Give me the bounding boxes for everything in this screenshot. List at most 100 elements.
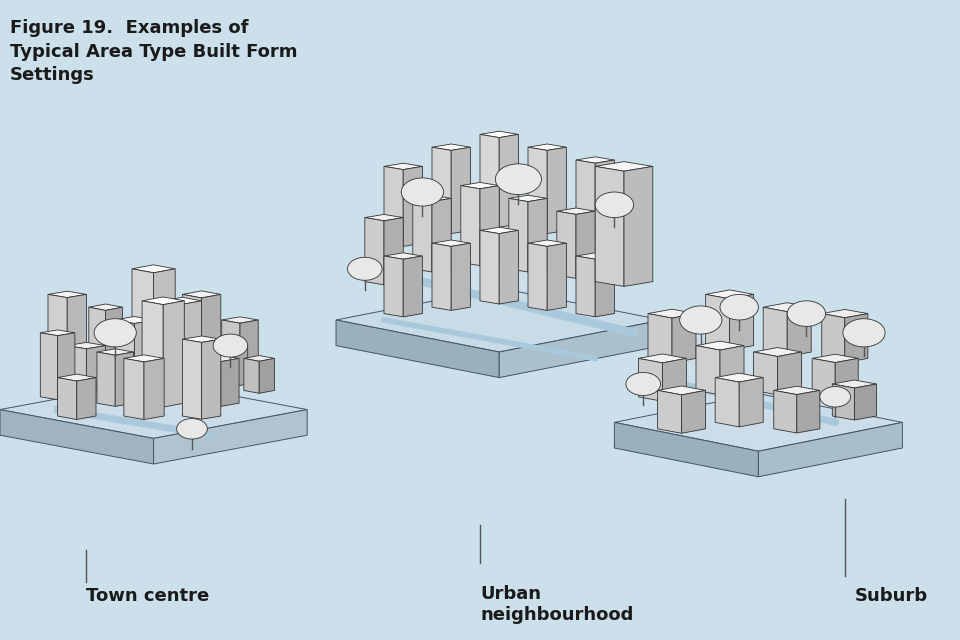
Polygon shape <box>432 198 451 272</box>
Polygon shape <box>812 355 858 362</box>
Polygon shape <box>142 301 163 407</box>
Polygon shape <box>499 134 518 227</box>
Polygon shape <box>461 186 480 266</box>
Circle shape <box>680 306 722 334</box>
Polygon shape <box>557 208 595 214</box>
Polygon shape <box>182 336 221 342</box>
Polygon shape <box>509 198 528 272</box>
Polygon shape <box>595 162 653 172</box>
Polygon shape <box>67 346 86 394</box>
Polygon shape <box>384 253 422 259</box>
Polygon shape <box>259 358 275 393</box>
Polygon shape <box>97 349 133 355</box>
Polygon shape <box>40 333 58 399</box>
Polygon shape <box>754 352 778 395</box>
Polygon shape <box>384 163 422 170</box>
Polygon shape <box>547 147 566 234</box>
Polygon shape <box>787 307 811 356</box>
Polygon shape <box>672 314 696 363</box>
Polygon shape <box>480 227 518 234</box>
Polygon shape <box>557 211 576 278</box>
Circle shape <box>177 419 207 439</box>
Polygon shape <box>499 230 518 304</box>
Polygon shape <box>240 320 258 374</box>
Circle shape <box>401 178 444 206</box>
Polygon shape <box>222 320 240 374</box>
Polygon shape <box>67 342 106 349</box>
Polygon shape <box>778 352 802 395</box>
Polygon shape <box>413 198 432 272</box>
Polygon shape <box>576 160 595 240</box>
Polygon shape <box>624 166 653 286</box>
Polygon shape <box>706 294 730 350</box>
Polygon shape <box>480 230 499 304</box>
Polygon shape <box>384 218 403 285</box>
Polygon shape <box>480 131 518 138</box>
Polygon shape <box>576 157 614 163</box>
Polygon shape <box>658 390 682 433</box>
Polygon shape <box>77 378 96 420</box>
Polygon shape <box>88 304 123 310</box>
Polygon shape <box>163 298 202 304</box>
Polygon shape <box>182 294 202 369</box>
Polygon shape <box>432 243 451 310</box>
Text: Figure 19.  Examples of
Typical Area Type Built Form
Settings: Figure 19. Examples of Typical Area Type… <box>10 19 297 84</box>
Polygon shape <box>202 294 221 369</box>
Circle shape <box>94 319 136 347</box>
Text: Suburb: Suburb <box>854 587 927 605</box>
Polygon shape <box>403 256 422 317</box>
Polygon shape <box>822 314 845 362</box>
Polygon shape <box>595 256 614 317</box>
Circle shape <box>787 301 826 326</box>
Polygon shape <box>715 373 763 382</box>
Polygon shape <box>658 386 706 395</box>
Polygon shape <box>432 147 451 234</box>
Polygon shape <box>739 378 763 427</box>
Polygon shape <box>163 301 182 388</box>
Polygon shape <box>576 211 595 278</box>
Polygon shape <box>774 387 820 394</box>
Polygon shape <box>142 297 184 305</box>
Polygon shape <box>845 314 868 362</box>
Polygon shape <box>614 394 902 451</box>
Polygon shape <box>114 320 134 388</box>
Circle shape <box>626 372 660 396</box>
Polygon shape <box>213 342 248 349</box>
Polygon shape <box>0 381 307 438</box>
Polygon shape <box>86 346 106 394</box>
Polygon shape <box>715 378 739 427</box>
Polygon shape <box>696 341 744 350</box>
Circle shape <box>720 294 758 320</box>
Polygon shape <box>638 358 662 401</box>
Polygon shape <box>182 339 202 419</box>
Polygon shape <box>124 358 144 420</box>
Polygon shape <box>615 176 652 182</box>
Polygon shape <box>97 352 115 406</box>
Circle shape <box>843 319 885 347</box>
Polygon shape <box>451 243 470 310</box>
Polygon shape <box>832 384 854 420</box>
Polygon shape <box>88 307 106 368</box>
Polygon shape <box>822 310 868 318</box>
Polygon shape <box>144 358 164 420</box>
Polygon shape <box>662 358 686 401</box>
Polygon shape <box>48 291 86 298</box>
Polygon shape <box>614 422 758 477</box>
Polygon shape <box>221 358 239 406</box>
Polygon shape <box>720 346 744 395</box>
Polygon shape <box>461 182 499 189</box>
Circle shape <box>495 164 541 195</box>
Polygon shape <box>403 166 422 246</box>
Polygon shape <box>0 410 154 464</box>
Polygon shape <box>244 356 275 361</box>
Polygon shape <box>499 320 662 378</box>
Polygon shape <box>763 303 811 312</box>
Polygon shape <box>854 384 876 420</box>
Polygon shape <box>595 160 614 240</box>
Polygon shape <box>596 221 633 227</box>
Polygon shape <box>413 195 451 202</box>
Polygon shape <box>614 224 633 285</box>
Circle shape <box>213 334 248 357</box>
Polygon shape <box>648 314 672 363</box>
Polygon shape <box>835 358 858 401</box>
